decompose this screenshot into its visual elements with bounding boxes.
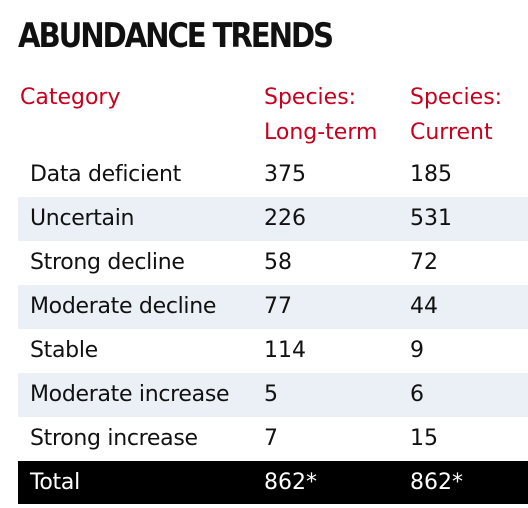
column-header-line: Species: bbox=[264, 85, 357, 110]
current-cell: 185 bbox=[410, 162, 452, 187]
table-row: Strong decline 58 72 bbox=[18, 241, 528, 285]
table-row: Strong increase 7 15 bbox=[18, 417, 528, 461]
current-cell: 9 bbox=[410, 338, 424, 363]
category-cell: Data deficient bbox=[30, 162, 181, 187]
column-header-long-term: Species: Long-term bbox=[264, 80, 377, 150]
table-row: Uncertain 226 531 bbox=[18, 197, 528, 241]
category-cell: Strong decline bbox=[30, 250, 185, 275]
total-row: Total 862* 862* bbox=[18, 461, 528, 504]
table-row: Data deficient 375 185 bbox=[18, 153, 528, 197]
category-cell: Moderate increase bbox=[30, 382, 230, 407]
long-term-cell: 114 bbox=[264, 338, 306, 363]
current-cell: 72 bbox=[410, 250, 438, 275]
category-cell: Moderate decline bbox=[30, 294, 217, 319]
column-header-line: Species: bbox=[410, 85, 503, 110]
category-cell: Total bbox=[30, 470, 80, 495]
current-cell: 44 bbox=[410, 294, 438, 319]
category-cell: Uncertain bbox=[30, 206, 135, 231]
long-term-cell: 5 bbox=[264, 382, 278, 407]
column-header-line: Category bbox=[20, 85, 121, 110]
table-row: Moderate increase 5 6 bbox=[18, 373, 528, 417]
column-header-line: Current bbox=[410, 120, 493, 145]
table-row: Stable 114 9 bbox=[18, 329, 528, 373]
table-body: Data deficient 375 185 Uncertain 226 531 Stron… bbox=[18, 153, 528, 504]
category-cell: Stable bbox=[30, 338, 98, 363]
column-header-current: Species: Current bbox=[410, 80, 502, 150]
long-term-cell: 375 bbox=[264, 162, 306, 187]
long-term-cell: 58 bbox=[264, 250, 292, 275]
current-cell: 6 bbox=[410, 382, 424, 407]
current-cell: 531 bbox=[410, 206, 452, 231]
column-header-category: Category bbox=[20, 80, 121, 115]
long-term-cell: 77 bbox=[264, 294, 292, 319]
long-term-cell: 862* bbox=[264, 470, 317, 495]
category-cell: Strong increase bbox=[30, 426, 198, 451]
current-cell: 862* bbox=[410, 470, 463, 495]
long-term-cell: 226 bbox=[264, 206, 306, 231]
current-cell: 15 bbox=[410, 426, 438, 451]
column-header-line: Long-term bbox=[264, 120, 378, 145]
table-title: ABUNDANCE TRENDS bbox=[18, 16, 334, 56]
long-term-cell: 7 bbox=[264, 426, 278, 451]
table-row: Moderate decline 77 44 bbox=[18, 285, 528, 329]
